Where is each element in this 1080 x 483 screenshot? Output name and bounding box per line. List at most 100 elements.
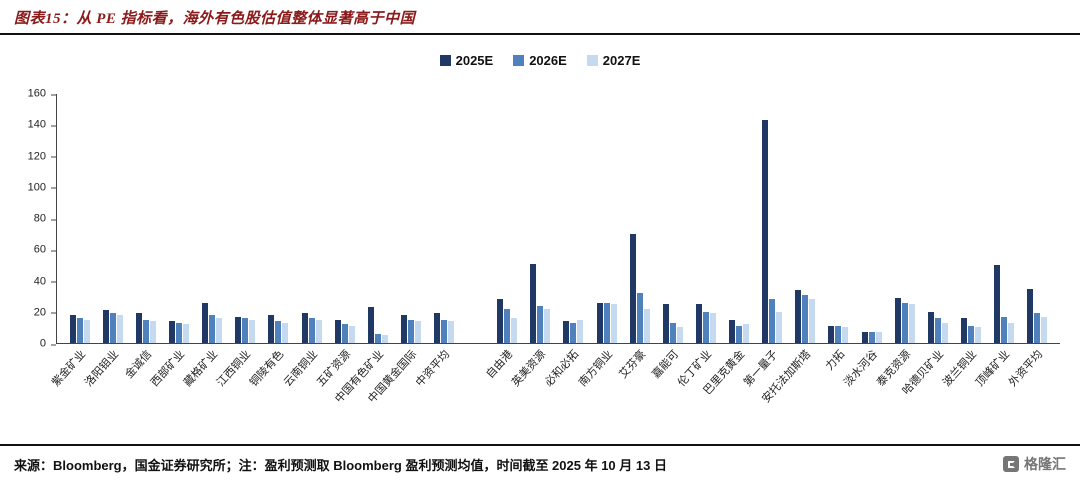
bar-2025E (961, 318, 968, 343)
bar-group: 安托法加斯塔 (760, 94, 822, 405)
bar-2025E (894, 297, 901, 343)
bar-group: 第一量子 (742, 94, 789, 389)
bar-2026E (570, 322, 577, 343)
bar-group: 中国有色矿业 (333, 94, 394, 405)
bar-group: 外资平均 (1007, 94, 1054, 389)
x-axis-label: 云南铜业 (281, 348, 320, 390)
bar-2026E (702, 311, 709, 343)
gelonghui-logo: 格隆汇 (1003, 454, 1066, 474)
bar-2025E (334, 319, 341, 343)
y-tick-label: 160 (28, 88, 57, 100)
bar-chart: 0 20 40 60 80 100 120 140 160 紫金矿业 洛阳钼业 金诚信 西部矿业 藏格矿… (16, 88, 1060, 405)
bar-group: 铜陵有色 (248, 94, 295, 389)
footer: 来源：Bloomberg，国金证券研究所；注：盈利预测取 Bloomberg 盈… (0, 444, 1080, 483)
bar-2027E (908, 304, 915, 343)
source-note: 来源：Bloomberg，国金证券研究所；注：盈利预测取 Bloomberg 盈… (14, 457, 667, 473)
bar-2027E (149, 321, 156, 343)
gelonghui-logo-icon (1003, 456, 1019, 472)
bar-2026E (242, 318, 249, 343)
bar-2026E (175, 322, 182, 343)
legend-item-2026E: 2026E (513, 53, 567, 68)
bar-group: 淡水河谷 (841, 94, 888, 389)
bar-2025E (135, 313, 142, 343)
legend-item-2025E: 2025E (439, 53, 494, 68)
bar-2026E (669, 322, 676, 343)
bar-2025E (662, 304, 669, 343)
bar-2027E (381, 335, 388, 343)
bar-2027E (116, 315, 123, 343)
bar-2025E (102, 310, 109, 343)
bar-2026E (209, 315, 216, 343)
bar-group: 英美资源 (510, 94, 557, 389)
bar-group: 中国黄金国际 (366, 94, 427, 405)
x-axis-label: 紫金矿业 (49, 348, 88, 390)
bar-group: 中资平均 (414, 94, 461, 389)
x-axis-label: 金诚信 (123, 348, 155, 381)
bar-group: 金诚信 (123, 94, 162, 381)
x-axis-label: 洛阳钼业 (82, 348, 121, 390)
bar-group: 紫金矿业 (49, 94, 96, 389)
bar-2027E (676, 327, 683, 343)
bar-2025E (795, 290, 802, 343)
bar-2026E (109, 313, 116, 343)
bar-2027E (83, 319, 90, 343)
bar-2027E (776, 311, 783, 343)
bar-2027E (975, 327, 982, 343)
gelonghui-logo-text: 格隆汇 (1024, 456, 1066, 472)
bar-2025E (927, 311, 934, 343)
bar-2025E (629, 234, 636, 343)
y-tick-label: 60 (34, 244, 57, 256)
bar-2027E (1008, 322, 1015, 343)
legend-label: 2027E (602, 53, 641, 68)
legend-label: 2026E (529, 53, 567, 68)
bar-2026E (1034, 313, 1041, 343)
bar-group: 嘉能可 (650, 94, 689, 381)
x-axis-label: 铜陵有色 (248, 348, 287, 390)
bar-group: 西部矿业 (149, 94, 195, 389)
bar-group: 巴里克黄金 (702, 94, 756, 397)
legend-swatch-icon (513, 55, 525, 66)
bar-2027E (414, 321, 421, 343)
bar-2027E (743, 324, 750, 343)
bar-2027E (709, 313, 716, 343)
bar-2026E (968, 325, 975, 343)
bar-2026E (736, 325, 743, 343)
bar-2025E (994, 265, 1001, 343)
bar-2027E (544, 308, 551, 343)
logo-glyph-icon (1007, 460, 1015, 468)
chart-title-bar: 图表15：从 PE 指标看，海外有色股估值整体显著高于中国 (0, 0, 1080, 35)
bar-group: 藏格矿业 (182, 94, 229, 389)
bar-2027E (216, 318, 223, 343)
bar-2026E (901, 302, 908, 343)
y-tick-label: 100 (28, 182, 57, 193)
bar-2027E (809, 299, 816, 343)
bar-2026E (374, 333, 381, 343)
bar-group: 哈德贝矿业 (900, 94, 954, 397)
legend-item-2027E: 2027E (586, 53, 641, 68)
bar-2025E (69, 315, 76, 343)
bar-2025E (861, 332, 868, 343)
x-axis-label: 波兰铜业 (940, 348, 980, 390)
bar-2026E (802, 294, 809, 343)
y-tick-label: 40 (34, 276, 57, 287)
x-axis-label: 淡水河谷 (841, 348, 880, 390)
x-axis-label: 外资平均 (1007, 348, 1046, 390)
bar-2025E (1027, 288, 1034, 343)
y-tick-label: 0 (40, 338, 57, 350)
bar-2026E (1001, 316, 1008, 343)
bar-2027E (448, 321, 455, 343)
bar-group: 艾芬豪 (617, 94, 656, 381)
bar-2025E (235, 316, 242, 343)
bar-2026E (636, 293, 643, 343)
bar-2026E (275, 321, 282, 343)
bar-group: 五矿资源 (315, 94, 361, 389)
x-axis-label: 力拓 (823, 348, 847, 373)
bar-2025E (596, 302, 603, 343)
x-axis-label: 顶峰矿业 (974, 348, 1013, 390)
chart-title: 图表15：从 PE 指标看，海外有色股估值整体显著高于中国 (14, 11, 416, 27)
bar-2025E (828, 325, 835, 343)
bar-group: 南方铜业 (576, 94, 623, 389)
bar-2027E (610, 304, 617, 343)
legend-label: 2025E (455, 53, 494, 68)
bar-2025E (202, 302, 209, 343)
